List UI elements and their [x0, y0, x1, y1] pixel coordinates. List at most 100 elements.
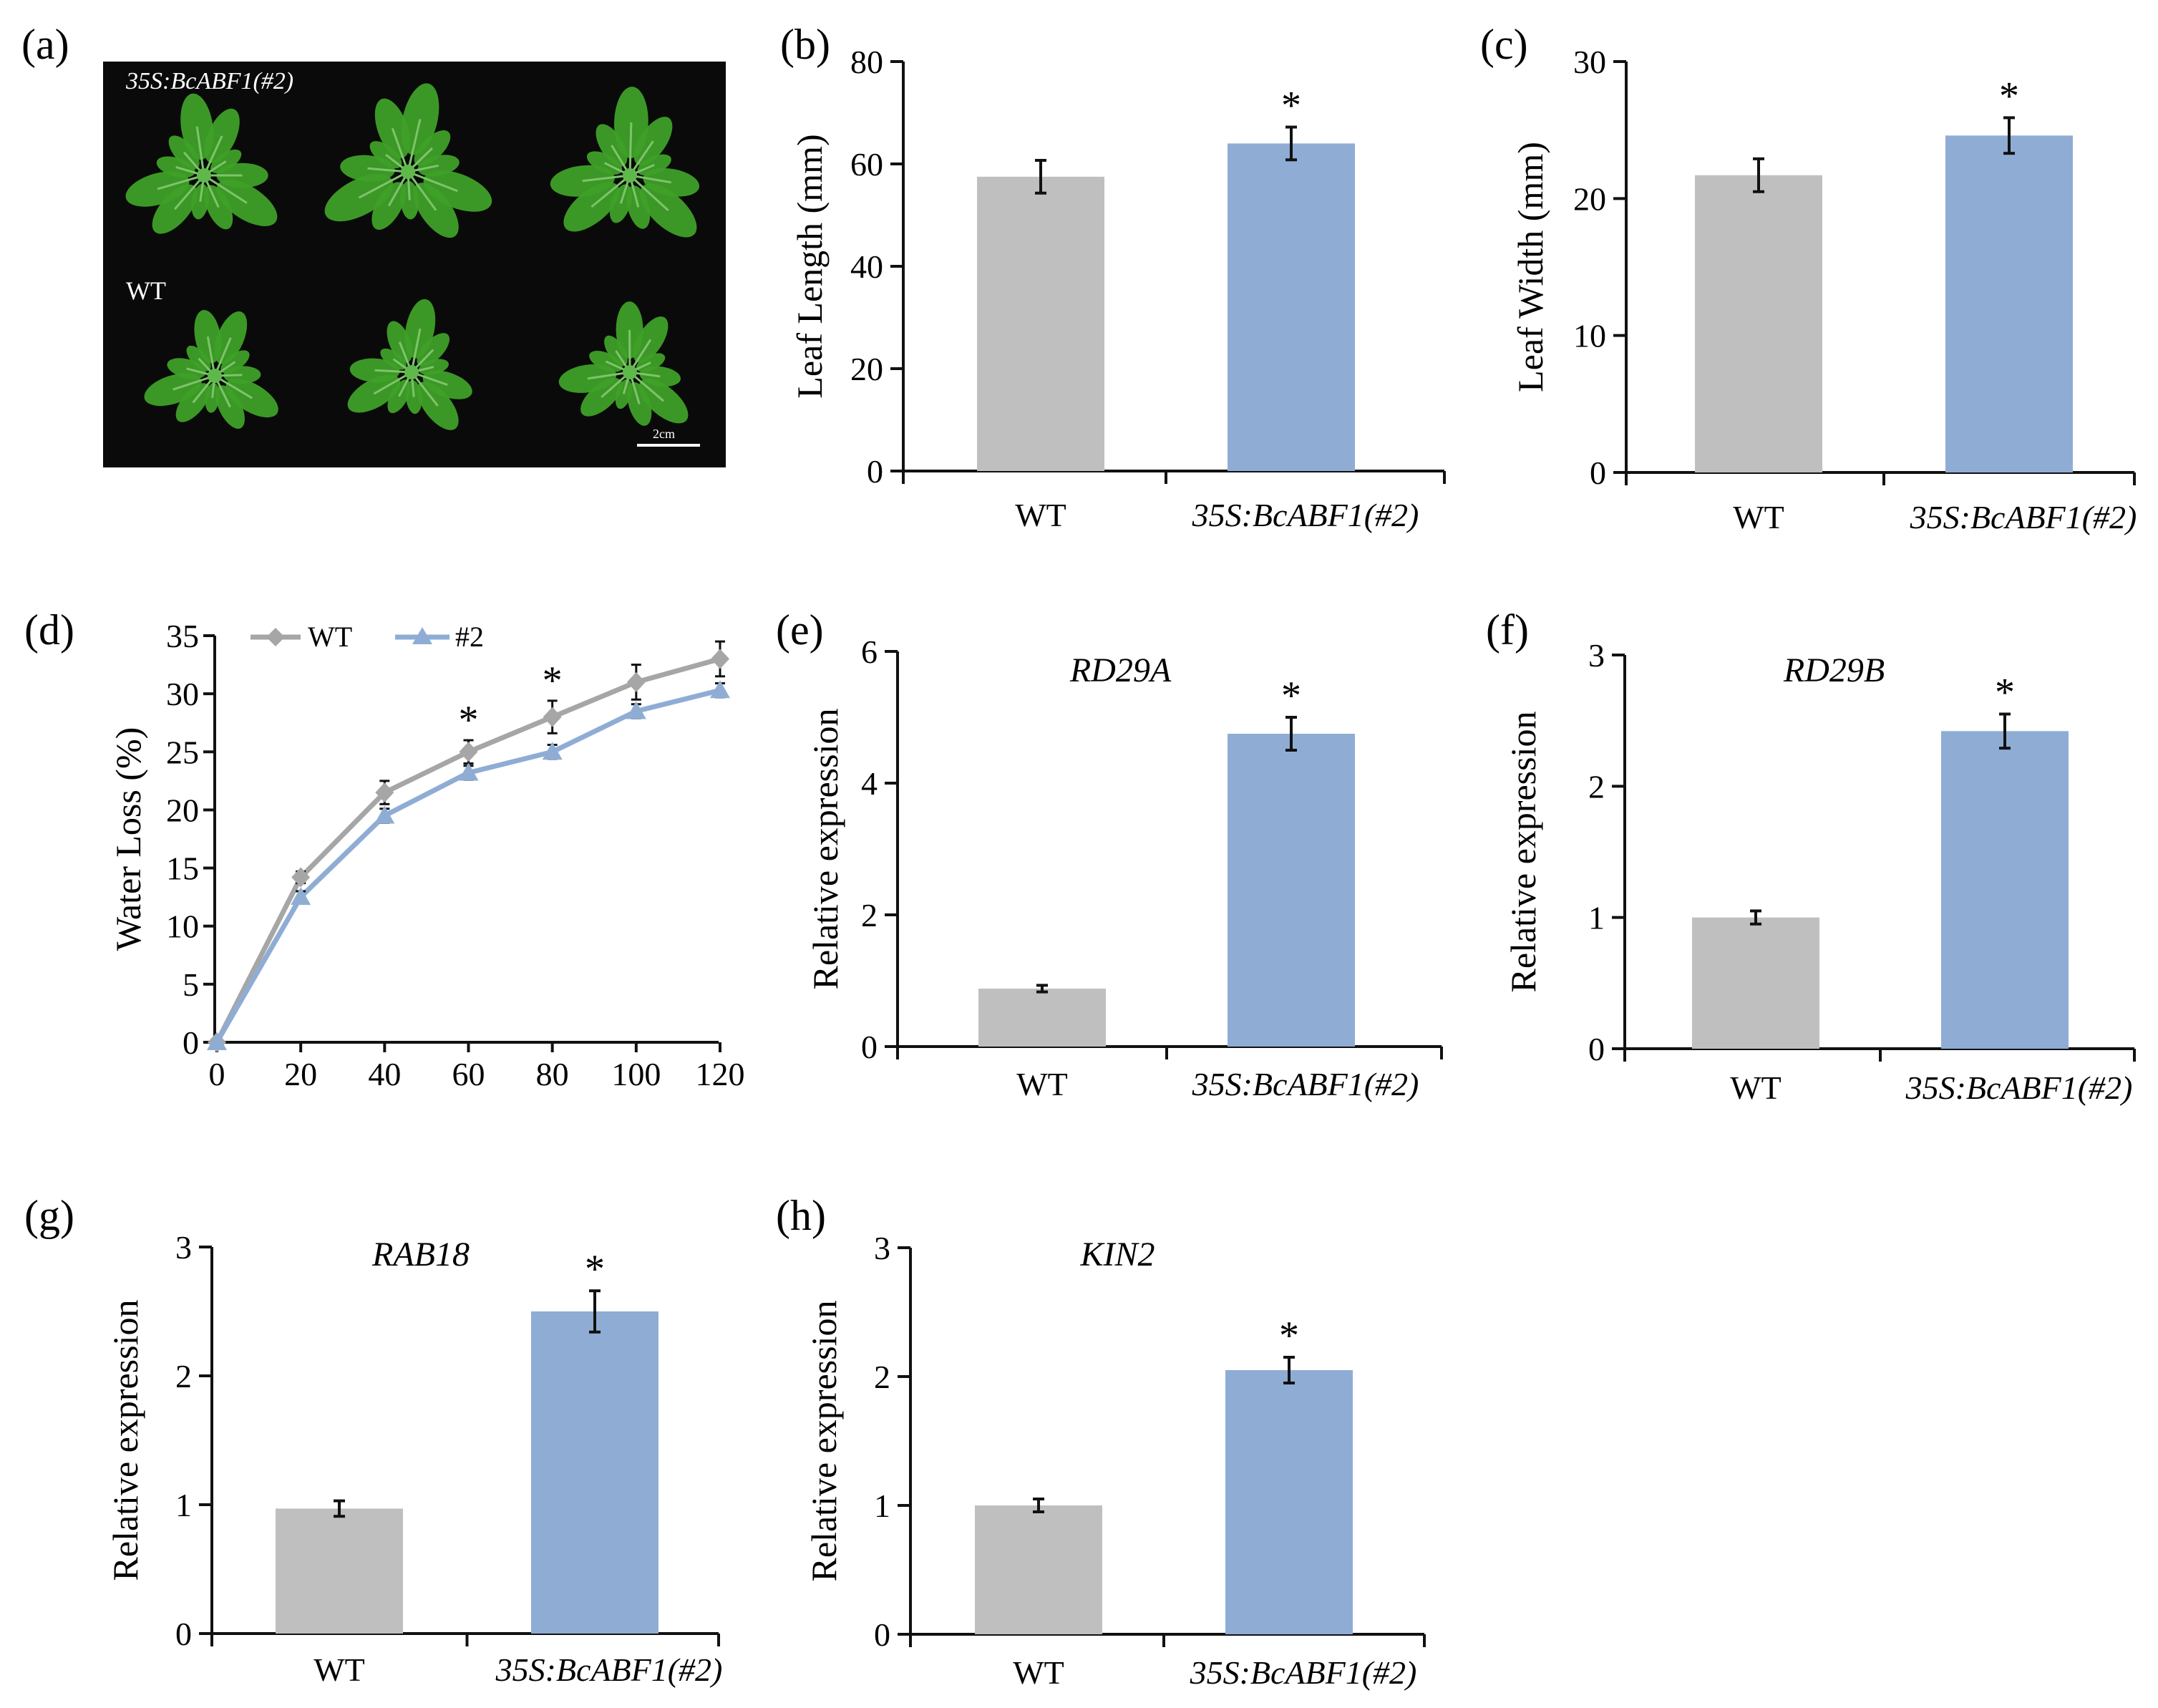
panel-letter-b: (b): [780, 21, 830, 68]
y-tick-label: 5: [183, 966, 199, 1003]
y-tick-label: 1: [1588, 900, 1605, 936]
bar-transgenic: [531, 1311, 658, 1634]
x-tick-label: 100: [611, 1056, 661, 1092]
bar-transgenic: [1225, 1370, 1353, 1634]
panel-b: (b) 0 20 40 60 80 Leaf Length (mm) WT * 35S:BcABF…: [780, 21, 1446, 533]
y-tick-label: 10: [166, 908, 199, 945]
panel-letter-a: (a): [21, 21, 69, 68]
x-tick-label: 120: [696, 1056, 745, 1092]
y-tick-label: 15: [166, 850, 199, 887]
leaf-midrib: [590, 174, 631, 208]
y-tick-label: 2: [874, 1359, 890, 1395]
y-tick-label: 35: [166, 618, 199, 654]
panel-f: (f) 0 1 2 3 Relative expression RD29B WT * 35S:Bc…: [1486, 606, 2136, 1106]
y-axis-title: Relative expression: [105, 1300, 145, 1581]
leaf-midrib: [407, 119, 422, 173]
y-axis-title: Relative expression: [804, 1301, 844, 1582]
panel-letter-h: (h): [776, 1192, 826, 1239]
x-tick-label: 80: [536, 1056, 569, 1092]
y-tick-label: 20: [1573, 180, 1606, 217]
category-label: WT: [1733, 499, 1784, 535]
legend-marker-wt: [266, 628, 285, 646]
y-tick-label: 30: [1573, 44, 1606, 80]
leaf-midrib: [157, 174, 205, 190]
rosette-leaf: [633, 316, 669, 363]
significance-marker: *: [543, 659, 563, 703]
y-tick-label: 20: [166, 792, 199, 828]
rosette-center: [208, 369, 222, 383]
bar-transgenic: [1228, 143, 1355, 471]
bar-transgenic: [1228, 734, 1355, 1047]
y-tick-label: 0: [183, 1024, 199, 1061]
rosette-leaf: [626, 185, 651, 229]
leaf-midrib: [629, 371, 664, 402]
photo-top-label: 35S:BcABF1(#2): [125, 68, 293, 94]
panel-a: (a) 35S:BcABF1(#2) WT 2cm: [21, 21, 726, 467]
legend-label-transgenic: #2: [455, 621, 484, 653]
rosette-center: [197, 168, 211, 183]
panel-g: (g) 0 1 2 3 Relative expression RAB18 WT * 35S:Bc…: [24, 1192, 722, 1688]
leaf-midrib: [410, 328, 422, 373]
y-tick-label: 40: [850, 248, 883, 285]
leaf-midrib: [203, 174, 248, 204]
bar-wt: [276, 1508, 403, 1634]
significance-marker: *: [1279, 1314, 1299, 1358]
leaf-midrib: [391, 127, 409, 173]
y-tick-label: 0: [874, 1616, 890, 1653]
y-tick-label: 25: [166, 734, 199, 770]
leaf-midrib: [582, 174, 631, 183]
y-tick-label: 80: [850, 44, 883, 80]
category-label: WT: [314, 1651, 365, 1688]
significance-marker: *: [459, 698, 479, 742]
gene-name: RD29B: [1783, 651, 1885, 689]
y-axis-title: Water Loss (%): [108, 727, 148, 951]
y-tick-label: 0: [861, 1029, 878, 1065]
y-axis-title: Leaf Length (mm): [789, 134, 830, 398]
y-axis-title: Relative expression: [805, 709, 845, 990]
data-point-transgenic: [374, 805, 395, 824]
bar-wt: [1695, 175, 1822, 472]
leaf-midrib: [628, 174, 669, 212]
panel-d: (d) 0 5 10 15 20 25 30 35 0 20 40 60 80 100 120 Water Lo…: [24, 606, 745, 1092]
data-point-transgenic: [207, 1032, 227, 1050]
y-tick-label: 4: [861, 765, 878, 802]
panel-letter-d: (d): [24, 606, 74, 654]
category-label: WT: [1016, 1066, 1068, 1102]
significance-marker: *: [1995, 671, 2015, 715]
data-point-wt: [375, 782, 394, 803]
y-tick-label: 2: [175, 1358, 192, 1394]
panel-letter-c: (c): [1480, 21, 1528, 68]
data-point-wt: [543, 707, 562, 727]
leaf-midrib: [407, 170, 458, 193]
rosette-plants: [125, 83, 700, 430]
y-tick-label: 0: [175, 1616, 192, 1652]
rosette-center: [623, 365, 637, 379]
y-tick-label: 3: [175, 1229, 192, 1266]
x-tick-label: 40: [368, 1056, 401, 1092]
y-tick-label: 30: [166, 676, 199, 712]
rosette-center: [404, 365, 419, 379]
rosette-center: [401, 165, 415, 179]
y-tick-label: 1: [874, 1488, 890, 1524]
rosette-center: [623, 168, 637, 183]
category-label: 35S:BcABF1(#2): [1910, 499, 2137, 535]
legend-marker-transgenic: [412, 627, 432, 644]
significance-marker: *: [1999, 74, 2019, 118]
y-tick-label: 3: [1588, 637, 1605, 674]
leaf-midrib: [407, 171, 437, 211]
data-point-transgenic: [291, 887, 311, 906]
category-label: 35S:BcABF1(#2): [495, 1651, 723, 1688]
category-label: 35S:BcABF1(#2): [1905, 1069, 2133, 1106]
data-point-wt: [291, 867, 311, 888]
y-tick-label: 1: [175, 1487, 192, 1523]
bar-wt: [1692, 917, 1819, 1049]
leaf-midrib: [373, 371, 412, 395]
y-tick-label: 2: [861, 897, 878, 933]
legend-label-wt: WT: [308, 621, 352, 653]
significance-marker: *: [585, 1247, 605, 1291]
category-label: WT: [1015, 497, 1066, 533]
x-tick-label: 0: [209, 1056, 225, 1092]
panel-letter-e: (e): [776, 606, 824, 654]
y-tick-label: 20: [850, 351, 883, 387]
